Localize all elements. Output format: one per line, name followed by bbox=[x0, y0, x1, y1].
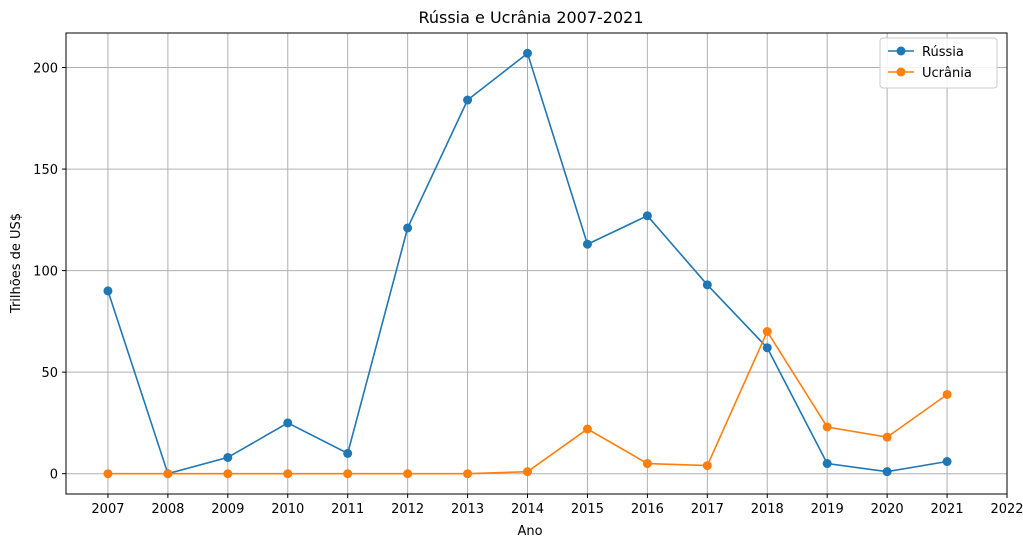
x-tick-label: 2021 bbox=[931, 502, 964, 517]
legend-marker bbox=[896, 46, 906, 56]
data-point bbox=[343, 469, 353, 479]
y-tick-label: 100 bbox=[33, 265, 58, 280]
chart-title: Rússia e Ucrânia 2007-2021 bbox=[418, 8, 643, 27]
data-point bbox=[582, 239, 592, 249]
x-tick-label: 2010 bbox=[271, 502, 304, 517]
data-point bbox=[882, 432, 892, 442]
x-tick-label: 2012 bbox=[391, 502, 424, 517]
legend-label: Ucrânia bbox=[922, 66, 972, 81]
data-point bbox=[642, 211, 652, 221]
legend: Rússia Ucrânia bbox=[879, 37, 998, 89]
x-tick-label: 2022 bbox=[990, 502, 1023, 517]
y-tick-label: 0 bbox=[50, 468, 58, 483]
x-tick-label: 2014 bbox=[511, 502, 544, 517]
y-tick-label: 200 bbox=[33, 62, 58, 77]
y-tick-label: 150 bbox=[33, 163, 58, 178]
x-tick-label: 2013 bbox=[451, 502, 484, 517]
data-point bbox=[942, 457, 952, 467]
data-point bbox=[822, 459, 832, 469]
grid bbox=[66, 33, 1008, 494]
data-point bbox=[523, 467, 533, 477]
data-point bbox=[702, 461, 712, 471]
data-point bbox=[882, 467, 892, 477]
data-point bbox=[762, 343, 772, 353]
data-point bbox=[942, 389, 952, 399]
series-layer bbox=[103, 48, 952, 479]
data-point bbox=[103, 286, 113, 296]
legend-marker bbox=[896, 67, 906, 77]
x-tick-label: 2009 bbox=[211, 502, 244, 517]
data-point bbox=[163, 469, 173, 479]
legend-label: Rússia bbox=[922, 45, 964, 60]
x-tick-label: 2015 bbox=[571, 502, 604, 517]
plot-frame bbox=[65, 32, 1008, 495]
x-tick-label: 2019 bbox=[811, 502, 844, 517]
data-point bbox=[283, 418, 293, 428]
x-tick-label: 2008 bbox=[151, 502, 184, 517]
data-point bbox=[103, 469, 113, 479]
data-point bbox=[403, 469, 413, 479]
x-tick-label: 2016 bbox=[631, 502, 664, 517]
data-point bbox=[523, 48, 533, 58]
data-point bbox=[463, 469, 473, 479]
x-tick-label: 2020 bbox=[871, 502, 904, 517]
y-tick-label: 50 bbox=[41, 366, 58, 381]
data-point bbox=[822, 422, 832, 432]
ticks: 2007 2008 2009 2010 2011 2012 2013 2014 2015 2016… bbox=[33, 62, 1023, 517]
data-point bbox=[343, 448, 353, 458]
data-point bbox=[403, 223, 413, 233]
x-tick-label: 2017 bbox=[691, 502, 724, 517]
data-point bbox=[283, 469, 293, 479]
data-point bbox=[702, 280, 712, 290]
x-tick-label: 2018 bbox=[751, 502, 784, 517]
x-tick-label: 2007 bbox=[91, 502, 124, 517]
data-point bbox=[223, 452, 233, 462]
y-axis-label: Trilhões de US$ bbox=[9, 213, 24, 314]
data-point bbox=[582, 424, 592, 434]
data-point bbox=[762, 327, 772, 337]
data-point bbox=[463, 95, 473, 105]
data-point bbox=[223, 469, 233, 479]
x-tick-label: 2011 bbox=[331, 502, 364, 517]
data-point bbox=[642, 459, 652, 469]
x-axis-label: Ano bbox=[517, 524, 542, 539]
